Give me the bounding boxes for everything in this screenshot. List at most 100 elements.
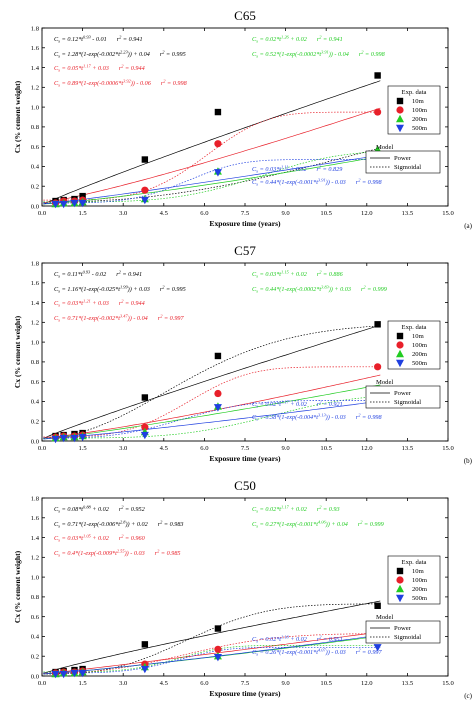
equation-r2-label: r — [116, 271, 119, 278]
equation-r2-value: 0.995 — [172, 51, 186, 58]
equation-tail: )) - 0.03 — [124, 550, 145, 557]
equation-r2-exp: 2 — [160, 313, 163, 318]
panel-label: (a) — [464, 222, 472, 230]
equation-lhs: C — [54, 535, 59, 542]
equation-r2-value: 0.997 — [170, 315, 185, 322]
x-tick-label: 0.0 — [38, 210, 47, 217]
legend-marker-200m — [396, 114, 404, 123]
equation-lhs: C — [54, 51, 59, 58]
equation-tail: + 0.02 — [288, 166, 306, 173]
equation-tail: )) + 0.04 — [325, 521, 348, 528]
equation-r2-label: r — [155, 550, 158, 557]
data-point-500m — [51, 670, 60, 679]
legend-power-label: Power — [394, 625, 412, 632]
y-tick-label: 1.8 — [31, 260, 40, 267]
equation-body: 1.28*(1-exp(-0.002*t — [67, 51, 120, 58]
equation-equals: = — [258, 506, 265, 513]
equation-100m: Cx = 0.4*(1-exp(-0.009*t2.55)) - 0.03 r2 … — [54, 548, 181, 557]
x-tick-label: 6.0 — [200, 445, 209, 452]
equation-subscript: x — [57, 553, 60, 558]
equation-500m: Cx = 0.44*(1-exp(-0.001*t3.91)) - 0.03 r2… — [252, 177, 383, 186]
equation-lhs: C — [252, 36, 257, 43]
y-tick-label: 1.2 — [31, 85, 39, 92]
equation-r2-eq: = — [321, 271, 328, 278]
x-tick-label: 1.5 — [78, 210, 87, 217]
equation-subscript: x — [255, 289, 258, 294]
x-tick-label: 6.0 — [200, 210, 209, 217]
equation-tail: )) - 0.06 — [130, 80, 152, 87]
sigmoidal-curve-100m — [43, 366, 381, 438]
y-tick-label: 0.8 — [31, 359, 40, 366]
legend-label-200m: 200m — [412, 351, 428, 358]
equation-r2-eq: = — [165, 80, 172, 87]
x-tick-label: 15.0 — [442, 210, 454, 217]
power-curve-10m — [43, 600, 381, 674]
data-point-100m — [214, 140, 222, 148]
equation-body: 0.03*t — [67, 535, 83, 542]
y-tick-label: 0.8 — [31, 594, 40, 601]
x-tick-label: 0.0 — [38, 445, 47, 452]
equation-r2-eq: = — [123, 506, 130, 513]
y-tick-label: 1.0 — [31, 339, 40, 346]
equation-body: 0.71*(1-exp(-0.006*t — [67, 521, 120, 528]
sigmoidal-curve-500m — [43, 400, 381, 439]
equation-exponent: 1.18 — [281, 634, 289, 639]
x-tick-label: 1.5 — [78, 680, 87, 687]
equation-r2-label: r — [356, 649, 359, 656]
equation-r2-value: 0.998 — [173, 80, 188, 87]
equation-r2-exp: 2 — [162, 284, 165, 289]
equation-body: 0.08*t — [67, 506, 83, 513]
equation-subscript: x — [57, 509, 60, 514]
equation-exponent: 1.17 — [281, 504, 289, 509]
equation-r2-value: 0.941 — [329, 36, 343, 43]
data-point-100m — [374, 363, 382, 371]
equation-r2-exp: 2 — [163, 78, 166, 83]
equation-tail: + 0.02 — [91, 535, 109, 542]
equation-r2-eq: = — [321, 36, 328, 43]
data-point-500m — [373, 644, 382, 652]
equation-subscript: x — [255, 509, 258, 514]
equation-r2-label: r — [117, 36, 120, 43]
equation-exponent: 2.23 — [120, 49, 128, 54]
equation-lhs: C — [54, 506, 59, 513]
equation-tail: + 0.02 — [289, 271, 307, 278]
y-tick-label: 0.6 — [31, 614, 40, 621]
legend-data-title: Exp. data — [402, 324, 427, 331]
legend-marker-500m — [396, 594, 404, 603]
x-tick-label: 12.0 — [361, 680, 373, 687]
equation-equals: = — [60, 550, 67, 557]
equation-exponent: 3.91 — [321, 49, 329, 54]
legend-label-10m: 10m — [412, 98, 425, 105]
equation-subscript: x — [57, 68, 60, 73]
equation-equals: = — [258, 636, 265, 643]
equation-tail: + 0.02 — [289, 401, 307, 408]
equation-exponent: 0.93 — [83, 269, 91, 274]
equation-r2-label: r — [356, 179, 359, 186]
legend-label-10m: 10m — [412, 333, 425, 340]
equation-equals: = — [258, 36, 265, 43]
equation-exponent: 2.55 — [117, 548, 125, 553]
data-point-10m — [141, 156, 149, 163]
equation-r2-label: r — [158, 521, 161, 528]
equation-r2-eq: = — [321, 636, 328, 643]
legend-marker-200m — [396, 584, 404, 593]
equation-r2-eq: = — [162, 521, 169, 528]
equation-subscript: x — [255, 274, 258, 279]
equation-lhs: C — [54, 521, 59, 528]
sigmoidal-curve-200m — [43, 151, 381, 203]
equation-tail: )) + 0.03 — [328, 286, 351, 293]
equation-lhs: C — [252, 521, 257, 528]
data-point-10m — [374, 321, 381, 328]
equation-subscript: x — [255, 652, 258, 657]
x-tick-label: 15.0 — [442, 445, 454, 452]
data-point-500m — [78, 199, 87, 208]
equation-10m: Cx = 0.12*t0.93 - 0.01 r2 = 0.941 — [54, 34, 143, 43]
equation-equals: = — [258, 51, 265, 58]
equation-equals: = — [258, 649, 265, 656]
y-tick-label: 0.4 — [31, 634, 40, 641]
equation-r2-eq: = — [165, 286, 172, 293]
equation-500m: Cx = 0.02*t1.17 + 0.02 r2 = 0.921 — [252, 399, 343, 408]
equation-tail: )) + 0.03 — [127, 286, 150, 293]
equation-r2-label: r — [317, 401, 320, 408]
equation-lhs: C — [252, 179, 257, 186]
